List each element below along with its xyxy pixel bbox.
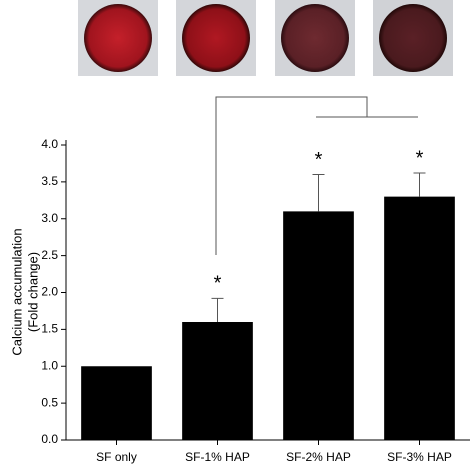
y-tick-label: 3.5 — [41, 174, 58, 188]
x-tick-label: SF-1% HAP — [185, 450, 250, 464]
x-tick-label: SF-3% HAP — [387, 450, 452, 464]
sample-photos — [78, 0, 453, 76]
y-tick-label: 4.0 — [41, 137, 58, 151]
disc — [182, 4, 250, 72]
x-tick-label: SF-2% HAP — [286, 450, 351, 464]
significance-mark: * — [315, 149, 323, 171]
error-bar — [413, 172, 426, 197]
y-tick-label: 2.5 — [41, 248, 58, 262]
y-axis-label: (Fold change) — [25, 252, 40, 332]
y-tick-label: 3.0 — [41, 211, 58, 225]
disc — [84, 4, 152, 72]
y-tick-label: 1.5 — [41, 322, 58, 336]
bar — [81, 366, 152, 440]
disc — [379, 4, 447, 72]
significance-bracket — [215, 96, 418, 255]
significance-mark: * — [416, 147, 424, 169]
x-tick-label: SF only — [96, 450, 137, 464]
y-tick-label: 1.0 — [41, 358, 58, 372]
error-bar — [211, 297, 224, 322]
y-tick-label: 2.0 — [41, 285, 58, 299]
y-tick-label: 0.0 — [41, 432, 58, 446]
y-tick-label: 0.5 — [41, 395, 58, 409]
bar — [182, 322, 253, 440]
significance-mark: * — [214, 273, 222, 295]
error-bar — [312, 174, 325, 212]
disc — [281, 4, 349, 72]
y-axis-label: Calcium accumulation — [9, 228, 24, 355]
bar — [283, 211, 354, 440]
bracket-line — [215, 96, 368, 255]
bar — [384, 196, 455, 440]
